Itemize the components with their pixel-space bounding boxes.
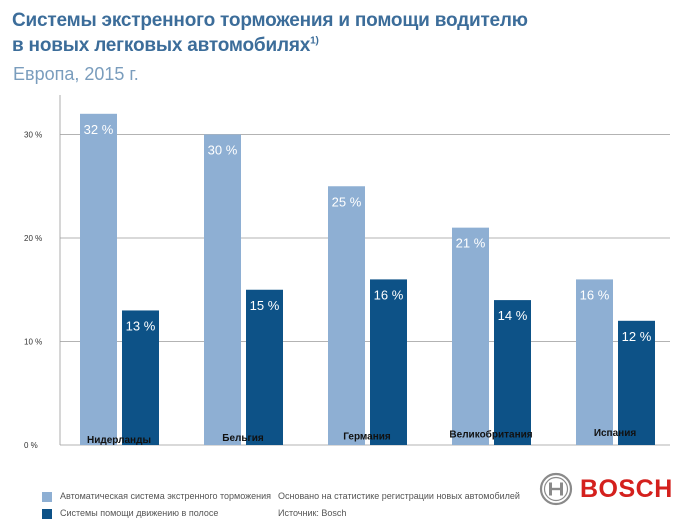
source-note: Источник: Bosch <box>278 508 347 518</box>
chart-title-line-2: в новых легковых автомобилях1) <box>12 33 528 58</box>
y-tick-label-20: 20 % <box>24 234 42 243</box>
data-label-braking-1: 30 % <box>208 143 238 158</box>
data-label-braking-4: 16 % <box>580 287 610 302</box>
data-label-lane-assist-1: 15 % <box>250 298 280 313</box>
basis-note: Основано на статистике регистрации новых… <box>278 491 520 501</box>
legend-swatch-lane-assist <box>42 508 52 519</box>
footnote-mark: 1) <box>310 35 319 47</box>
x-category-label-0: Нидерланды <box>87 435 151 446</box>
bar-braking-3 <box>452 227 489 445</box>
legend: Автоматическая система экстренного тормо… <box>42 488 271 522</box>
chart-title: Системы экстренного торможения и помощи … <box>12 8 528 58</box>
bar-braking-2 <box>328 186 365 445</box>
bar-braking-4 <box>576 279 613 445</box>
legend-item-lane-assist: Системы помощи движению в полосе <box>42 505 271 522</box>
bar-braking-0 <box>80 113 117 446</box>
bar-lane-assist-4 <box>618 320 655 445</box>
bar-lane-assist-1 <box>246 289 283 445</box>
data-label-braking-0: 32 % <box>84 122 114 137</box>
x-category-label-4: Испания <box>594 428 637 439</box>
chart-title-line-1: Системы экстренного торможения и помощи … <box>12 10 528 31</box>
x-category-label-3: Великобритания <box>449 429 532 441</box>
bar-lane-assist-3 <box>494 300 531 445</box>
footnotes: Основано на статистике регистрации новых… <box>278 488 520 522</box>
legend-item-braking: Автоматическая система экстренного тормо… <box>42 488 271 505</box>
legend-label-lane-assist: Системы помощи движению в полосе <box>60 508 219 518</box>
bosch-logo: BOSCH <box>539 472 673 506</box>
bar-braking-1 <box>204 134 241 445</box>
brand-name: BOSCH <box>580 474 673 503</box>
bosch-armature-icon <box>539 472 573 506</box>
data-label-lane-assist-3: 14 % <box>498 308 528 323</box>
data-label-lane-assist-2: 16 % <box>374 287 404 302</box>
data-label-braking-2: 25 % <box>332 194 362 209</box>
y-tick-label-0: 0 % <box>24 441 38 450</box>
legend-swatch-braking <box>42 491 52 502</box>
chart-subtitle: Европа, 2015 г. <box>13 64 139 84</box>
bar-lane-assist-2 <box>370 279 407 445</box>
data-label-lane-assist-0: 13 % <box>126 318 156 333</box>
y-tick-label-10: 10 % <box>24 338 42 347</box>
x-category-label-2: Германия <box>343 431 391 442</box>
data-label-braking-3: 21 % <box>456 236 486 251</box>
chart-title-line-2-text: в новых легковых автомобилях <box>12 35 311 56</box>
data-label-lane-assist-4: 12 % <box>622 329 652 344</box>
x-category-label-1: Бельгия <box>222 433 264 444</box>
bar-lane-assist-0 <box>122 310 159 445</box>
y-tick-label-30: 30 % <box>24 131 42 140</box>
legend-label-braking: Автоматическая система экстренного тормо… <box>60 491 272 501</box>
